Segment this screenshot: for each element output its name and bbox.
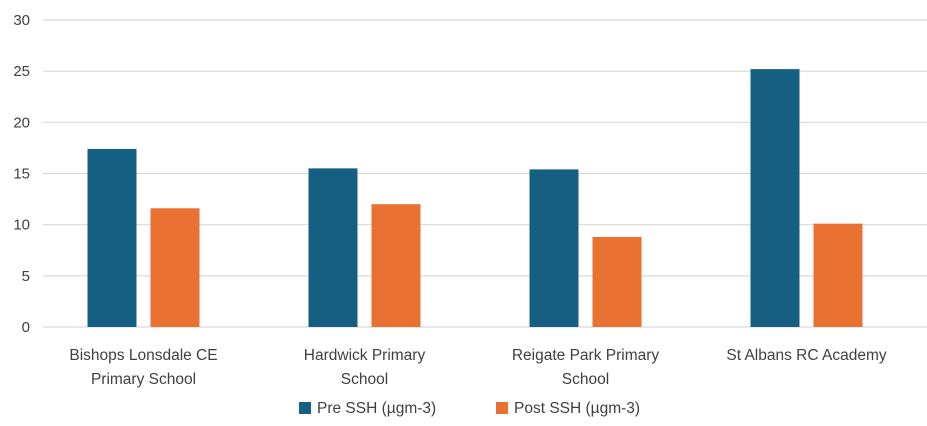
y-tick-label: 10 — [13, 217, 30, 234]
x-category-label: School — [562, 371, 609, 388]
y-tick-label: 15 — [13, 166, 30, 183]
bar-pre-ssh — [308, 168, 358, 327]
x-category-label: Primary School — [91, 371, 196, 388]
legend: Pre SSH (µgm-3) Post SSH (µgm-3) — [299, 400, 640, 417]
bar-pre-ssh — [750, 69, 800, 328]
x-category-label: Reigate Park Primary — [512, 347, 660, 364]
y-tick-label: 20 — [13, 114, 30, 131]
y-tick-label: 5 — [22, 268, 30, 285]
x-category-label: Bishops Lonsdale CE — [69, 347, 217, 364]
bar-post-ssh — [813, 223, 863, 327]
x-category-label: St Albans RC Academy — [726, 347, 886, 364]
y-tick-label: 25 — [13, 63, 30, 80]
bar-post-ssh — [592, 236, 642, 327]
bar-post-ssh — [371, 204, 421, 327]
legend-label: Pre SSH (µgm-3) — [317, 400, 436, 417]
y-tick-label: 30 — [13, 12, 30, 29]
x-axis-category-labels: Bishops Lonsdale CE Primary School Hardwic… — [69, 347, 886, 388]
bar-post-ssh — [150, 208, 200, 327]
legend-swatch — [299, 402, 311, 414]
x-category-label: School — [341, 371, 388, 388]
legend-label: Post SSH (µgm-3) — [514, 400, 640, 417]
y-tick-label: 0 — [22, 319, 30, 336]
y-axis-tick-labels: 0 5 10 15 20 25 30 — [13, 12, 30, 336]
bars — [87, 69, 863, 328]
legend-swatch — [496, 402, 508, 414]
bar-pre-ssh — [87, 148, 137, 327]
bar-pre-ssh — [529, 169, 579, 327]
x-category-label: Hardwick Primary — [304, 347, 426, 364]
